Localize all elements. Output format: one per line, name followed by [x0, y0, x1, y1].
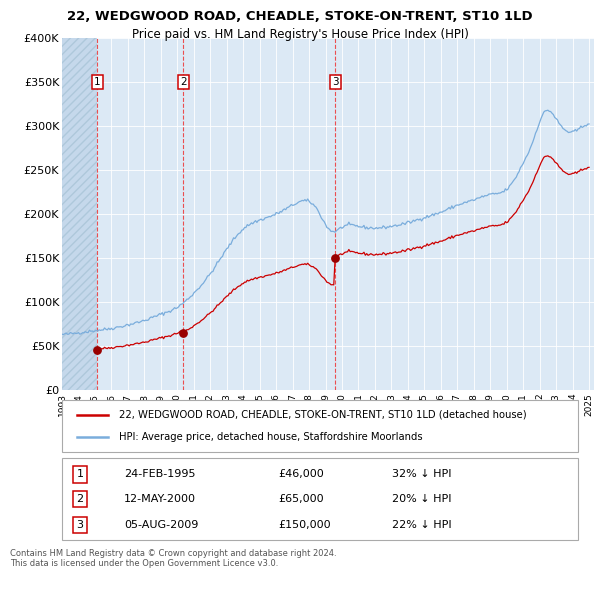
Text: 2: 2	[180, 77, 187, 87]
Text: 1: 1	[94, 77, 101, 87]
Text: 1: 1	[77, 470, 83, 480]
Text: 05-AUG-2009: 05-AUG-2009	[124, 520, 198, 530]
Text: 12-MAY-2000: 12-MAY-2000	[124, 494, 196, 504]
Point	[331, 253, 340, 263]
Text: 3: 3	[332, 77, 338, 87]
Text: 20% ↓ HPI: 20% ↓ HPI	[392, 494, 452, 504]
Text: 24-FEB-1995: 24-FEB-1995	[124, 470, 196, 480]
Text: Contains HM Land Registry data © Crown copyright and database right 2024.
This d: Contains HM Land Registry data © Crown c…	[10, 549, 337, 568]
Text: £150,000: £150,000	[279, 520, 331, 530]
Text: 22% ↓ HPI: 22% ↓ HPI	[392, 520, 452, 530]
Text: 22, WEDGWOOD ROAD, CHEADLE, STOKE-ON-TRENT, ST10 1LD (detached house): 22, WEDGWOOD ROAD, CHEADLE, STOKE-ON-TRE…	[119, 409, 526, 419]
Text: £46,000: £46,000	[279, 470, 325, 480]
Point	[178, 328, 188, 337]
Text: £65,000: £65,000	[279, 494, 325, 504]
Text: 3: 3	[77, 520, 83, 530]
Text: HPI: Average price, detached house, Staffordshire Moorlands: HPI: Average price, detached house, Staf…	[119, 432, 422, 442]
Text: 22, WEDGWOOD ROAD, CHEADLE, STOKE-ON-TRENT, ST10 1LD: 22, WEDGWOOD ROAD, CHEADLE, STOKE-ON-TRE…	[67, 10, 533, 23]
Text: Price paid vs. HM Land Registry's House Price Index (HPI): Price paid vs. HM Land Registry's House …	[131, 28, 469, 41]
Text: 2: 2	[76, 494, 83, 504]
Text: 32% ↓ HPI: 32% ↓ HPI	[392, 470, 452, 480]
Point	[92, 345, 102, 354]
Bar	[62, 38, 97, 390]
